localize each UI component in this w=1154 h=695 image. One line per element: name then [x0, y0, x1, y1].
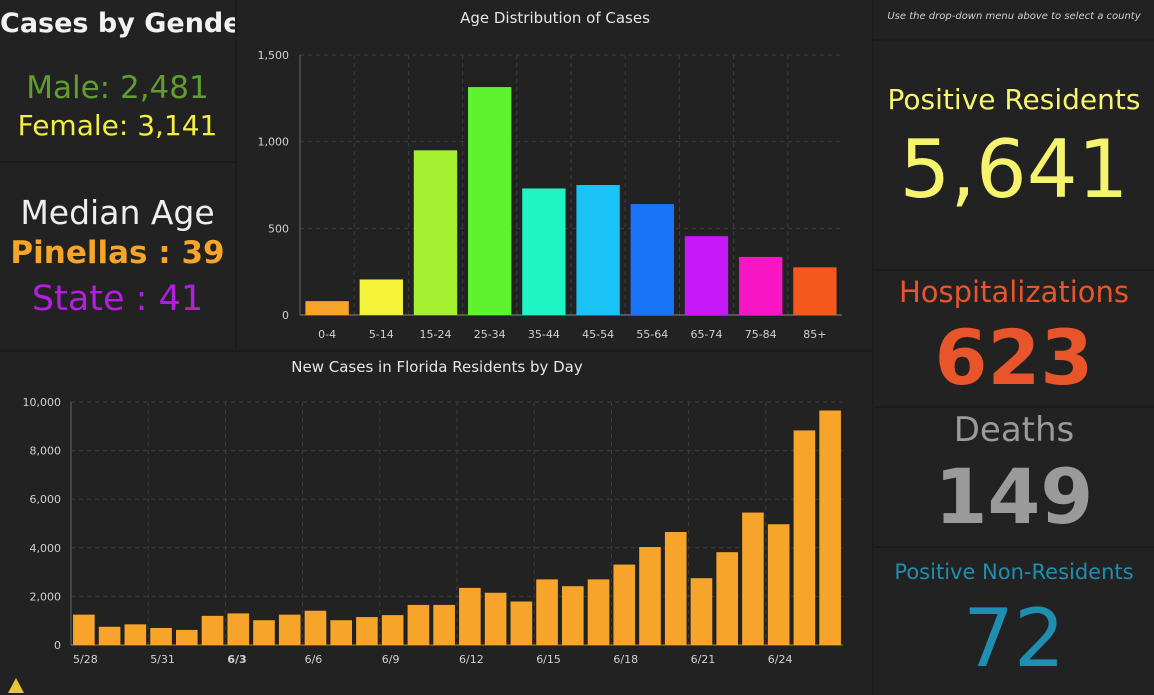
- daily-bar-6/25: [793, 430, 816, 645]
- daily-bar-6/12: [459, 587, 481, 645]
- age-bar-15-24: [413, 150, 458, 315]
- daily-bar-6/17: [587, 579, 610, 645]
- age-chart-title: Age Distribution of Cases: [460, 9, 650, 27]
- age-distribution-panel: Age Distribution of Cases 0 500 1,000 1,500…: [237, 0, 872, 350]
- age-bar-85+: [793, 267, 837, 315]
- daily-bar-6/20: [664, 532, 687, 645]
- daily-bar-6/13: [484, 592, 507, 645]
- age-xtick-label: 45-54: [582, 328, 614, 341]
- age-bar-35-44: [522, 188, 566, 315]
- daily-ytick-label: 6,000: [30, 493, 62, 506]
- daily-xtick-label: 6/24: [768, 653, 793, 666]
- hospitalizations-value: 623: [934, 313, 1094, 402]
- daily-bar-6/6: [304, 610, 327, 645]
- daily-bar-6/4: [253, 620, 275, 645]
- hospitalizations-panel: Hospitalizations 623: [874, 271, 1154, 406]
- age-bar-55-64: [630, 204, 674, 315]
- daily-bar-6/21: [690, 578, 713, 645]
- instructions-panel: Use the drop-down menu above to select a…: [874, 0, 1154, 39]
- daily-ytick-label: 10,000: [23, 396, 62, 409]
- warning-icon[interactable]: [8, 678, 24, 693]
- daily-bar-6/1: [175, 629, 198, 645]
- age-ytick-label: 500: [268, 222, 289, 235]
- age-xtick-label: 75-84: [745, 328, 777, 341]
- county-select-instructions: Use the drop-down menu above to select a…: [887, 11, 1141, 22]
- daily-bar-6/23: [742, 512, 764, 645]
- age-ytick-label: 0: [282, 309, 289, 322]
- daily-bar-5/31: [150, 627, 172, 645]
- female-count: Female: 3,141: [17, 109, 218, 142]
- daily-xtick-label: 6/18: [613, 653, 638, 666]
- daily-xtick-label: 6/6: [305, 653, 323, 666]
- daily-bar-6/11: [433, 604, 455, 645]
- gender-title: Cases by Gender: [0, 8, 235, 39]
- age-distribution-chart[interactable]: Age Distribution of Cases 0 500 1,000 1,500…: [237, 0, 872, 350]
- daily-xtick-label: 6/9: [382, 653, 400, 666]
- daily-bar-6/7: [330, 620, 353, 645]
- positive-residents-label: Positive Residents: [887, 83, 1141, 116]
- daily-bar-6/22: [716, 552, 739, 645]
- daily-bar-6/8: [356, 617, 378, 645]
- daily-chart-title: New Cases in Florida Residents by Day: [291, 358, 583, 376]
- daily-bar-5/30: [124, 624, 147, 645]
- positive-non-residents-value: 72: [963, 592, 1065, 685]
- deaths-value: 149: [934, 452, 1094, 541]
- age-bar-25-34: [468, 87, 512, 315]
- positive-non-residents-panel: Positive Non-Residents 72: [874, 548, 1154, 695]
- median-age-title: Median Age: [20, 193, 215, 232]
- daily-ytick-label: 8,000: [30, 445, 62, 458]
- age-xtick-label: 55-64: [636, 328, 668, 341]
- daily-xtick-label: 6/21: [691, 653, 716, 666]
- daily-xtick-label: 5/31: [150, 653, 175, 666]
- age-bar-45-54: [576, 185, 620, 315]
- positive-residents-panel: Positive Residents 5,641: [874, 41, 1154, 269]
- age-xtick-label: 35-44: [528, 328, 560, 341]
- median-age-county: Pinellas : 39: [10, 235, 225, 271]
- daily-bar-5/29: [98, 626, 121, 645]
- daily-ytick-label: 4,000: [30, 542, 62, 555]
- age-ytick-label: 1,500: [258, 49, 290, 62]
- positive-residents-value: 5,641: [899, 123, 1129, 216]
- daily-ytick-label: 2,000: [30, 590, 62, 603]
- male-count: Male: 2,481: [26, 70, 209, 106]
- daily-bar-6/3: [227, 613, 250, 645]
- age-bar-5-14: [359, 279, 403, 315]
- daily-bar-6/24: [767, 524, 790, 645]
- age-xtick-label: 15-24: [420, 328, 452, 341]
- daily-bar-6/9: [381, 615, 404, 645]
- age-bar-0-4: [305, 301, 349, 315]
- age-bar-75-84: [739, 256, 783, 315]
- age-ytick-label: 1,000: [258, 136, 290, 149]
- median-age-panel: Median Age Pinellas : 39 State : 41: [0, 163, 235, 350]
- age-xtick-label: 5-14: [369, 328, 394, 341]
- daily-cases-panel: New Cases in Florida Residents by Day 0 2…: [0, 352, 872, 695]
- gender-panel: Cases by Gender Male: 2,481 Female: 3,14…: [0, 0, 235, 161]
- daily-ytick-label: 0: [54, 639, 61, 652]
- daily-bar-6/16: [561, 586, 584, 645]
- age-xtick-label: 0-4: [318, 328, 336, 341]
- median-age-state: State : 41: [31, 279, 204, 319]
- daily-bar-6/14: [510, 601, 533, 645]
- daily-cases-chart[interactable]: New Cases in Florida Residents by Day 0 2…: [0, 352, 872, 695]
- daily-bar-6/26: [819, 410, 841, 645]
- daily-xtick-label: 5/28: [73, 653, 98, 666]
- deaths-panel: Deaths 149: [874, 408, 1154, 546]
- daily-bar-6/15: [536, 579, 558, 645]
- daily-bar-6/5: [278, 614, 301, 645]
- age-bar-65-74: [684, 236, 729, 315]
- positive-non-residents-label: Positive Non-Residents: [894, 560, 1134, 584]
- daily-bar-6/2: [201, 615, 224, 645]
- daily-xtick-label: 6/15: [536, 653, 561, 666]
- daily-bar-5/28: [73, 614, 95, 645]
- age-xtick-label: 65-74: [691, 328, 723, 341]
- age-xtick-label: 25-34: [474, 328, 506, 341]
- daily-xtick-label: 6/12: [459, 653, 484, 666]
- daily-bar-6/18: [613, 564, 636, 645]
- hospitalizations-label: Hospitalizations: [898, 275, 1130, 309]
- daily-bar-6/10: [407, 604, 430, 645]
- deaths-label: Deaths: [953, 410, 1075, 450]
- age-xtick-label: 85+: [803, 328, 826, 341]
- daily-bar-6/19: [639, 547, 661, 645]
- daily-xtick-label: 6/3: [227, 653, 246, 666]
